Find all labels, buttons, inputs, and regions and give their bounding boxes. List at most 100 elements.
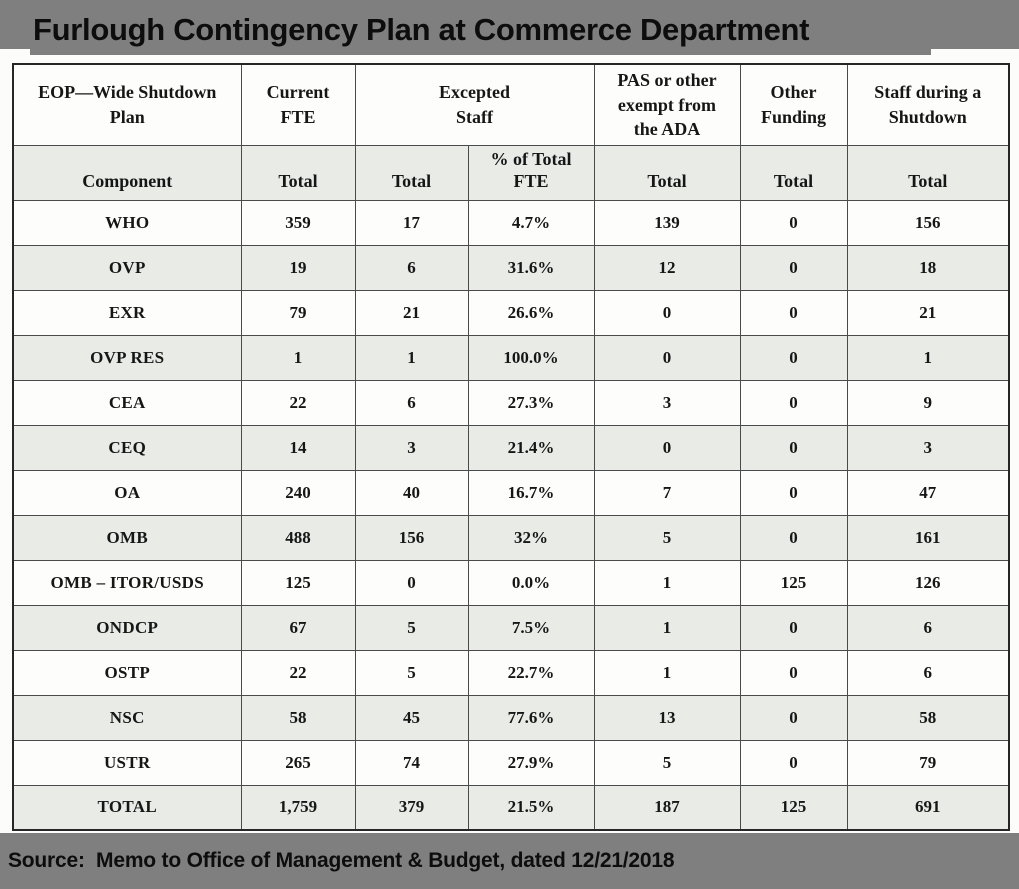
table-row-ostp: OSTP 22 5 22.7% 1 0 6 [12,649,1010,696]
component-cell: ONDCP [12,604,242,651]
value-cell-col-3: 7.5% [467,604,595,651]
value-cell-col-5: 125 [739,784,848,831]
header-pas-or-other-exempt-from-the-ada: PAS or other exempt from the ADA [593,63,741,146]
subheader-col-1-total: Total [240,144,356,201]
table-row-ondcp: ONDCP 67 5 7.5% 1 0 6 [12,604,1010,651]
header-current-fte: Current FTE [240,63,356,146]
table-row-ustr: USTR 265 74 27.9% 5 0 79 [12,739,1010,786]
header-row-totals: Component Total Total% of Total FTE Total To… [12,144,1010,201]
table-row-exr: EXR 79 21 26.6% 0 0 21 [12,289,1010,336]
value-cell-col-4: 0 [593,334,741,381]
value-cell-col-3: 22.7% [467,649,595,696]
value-cell-col-1: 125 [240,559,356,606]
table-row-omb-itor-usds: OMB – ITOR/USDS 125 0 0.0% 1 125 126 [12,559,1010,606]
value-cell-col-4: 5 [593,739,741,786]
value-cell-col-2: 17 [354,199,469,246]
value-cell-col-3: 77.6% [467,694,595,741]
source-text: Source: Memo to Office of Management & B… [8,849,675,872]
value-cell-col-4: 3 [593,379,741,426]
table-row-ovp: OVP 19 6 31.6% 12 0 18 [12,244,1010,291]
table-head: EOP—Wide Shutdown Plan Current FTE Excepte… [12,63,1010,201]
table-row-oa: OA 240 40 16.7% 7 0 47 [12,469,1010,516]
table-row-total: TOTAL 1,759 379 21.5% 187 125 691 [12,784,1010,831]
value-cell-col-5: 125 [739,559,848,606]
component-cell: OVP [12,244,242,291]
value-cell-col-2: 3 [354,424,469,471]
value-cell-col-2: 74 [354,739,469,786]
table-row-nsc: NSC 58 45 77.6% 13 0 58 [12,694,1010,741]
value-cell-col-5: 0 [739,739,848,786]
value-cell-col-4: 0 [593,424,741,471]
value-cell-col-2: 0 [354,559,469,606]
value-cell-col-4: 187 [593,784,741,831]
table-row-ceq: CEQ 14 3 21.4% 0 0 3 [12,424,1010,471]
value-cell-col-4: 13 [593,694,741,741]
value-cell-col-2: 5 [354,649,469,696]
component-cell: CEA [12,379,242,426]
value-cell-col-3: 27.3% [467,379,595,426]
table-row-omb: OMB 488 156 32% 5 0 161 [12,514,1010,561]
value-cell-col-3: 27.9% [467,739,595,786]
title-banner: Furlough Contingency Plan at Commerce De… [0,0,1019,55]
value-cell-col-2: 6 [354,244,469,291]
value-cell-col-2: 45 [354,694,469,741]
value-cell-col-3: 4.7% [467,199,595,246]
value-cell-col-2: 5 [354,604,469,651]
header-eop-wide-shutdown-plan: EOP—Wide Shutdown Plan [12,63,242,146]
value-cell-col-5: 0 [739,694,848,741]
value-cell-col-4: 139 [593,199,741,246]
value-cell-col-2: 1 [354,334,469,381]
value-cell-col-3: 0.0% [467,559,595,606]
component-cell: CEQ [12,424,242,471]
component-cell: OSTP [12,649,242,696]
value-cell-col-5: 0 [739,469,848,516]
value-cell-col-3: 26.6% [467,289,595,336]
value-cell-col-5: 0 [739,289,848,336]
subheader-col-2-total: Total [354,144,469,201]
component-cell: USTR [12,739,242,786]
component-cell: TOTAL [12,784,242,831]
value-cell-col-4: 7 [593,469,741,516]
value-cell-col-1: 22 [240,649,356,696]
value-cell-col-6: 6 [846,604,1010,651]
value-cell-col-6: 3 [846,424,1010,471]
value-cell-col-1: 14 [240,424,356,471]
value-cell-col-1: 240 [240,469,356,516]
value-cell-col-5: 0 [739,199,848,246]
table-row-ovp-res: OVP RES 1 1 100.0% 0 0 1 [12,334,1010,381]
subheader-col-0-component: Component [12,144,242,201]
subheader-col-3-of-total-fte: % of Total FTE [467,144,595,201]
header-excepted-staff: Excepted Staff [354,63,595,146]
table-body: WHO 359 17 4.7% 139 0 156 OVP 19 6 31.6% 12 0 18 EXR 79… [12,199,1010,831]
value-cell-col-1: 58 [240,694,356,741]
value-cell-col-4: 1 [593,649,741,696]
component-cell: NSC [12,694,242,741]
value-cell-col-3: 16.7% [467,469,595,516]
value-cell-col-6: 1 [846,334,1010,381]
value-cell-col-4: 0 [593,289,741,336]
table-container: EOP—Wide Shutdown Plan Current FTE Excepte… [12,63,1010,831]
subheader-col-5-total: Total [739,144,848,201]
source-bar: Source: Memo to Office of Management & B… [0,833,1019,889]
value-cell-col-5: 0 [739,424,848,471]
value-cell-col-1: 19 [240,244,356,291]
subheader-col-6-total: Total [846,144,1010,201]
value-cell-col-1: 67 [240,604,356,651]
header-staff-during-a-shutdown: Staff during a Shutdown [846,63,1010,146]
value-cell-col-2: 6 [354,379,469,426]
value-cell-col-6: 691 [846,784,1010,831]
value-cell-col-6: 156 [846,199,1010,246]
value-cell-col-4: 5 [593,514,741,561]
value-cell-col-3: 100.0% [467,334,595,381]
header-row-groups: EOP—Wide Shutdown Plan Current FTE Excepte… [12,63,1010,146]
value-cell-col-6: 161 [846,514,1010,561]
value-cell-col-3: 31.6% [467,244,595,291]
value-cell-col-5: 0 [739,244,848,291]
component-cell: OVP RES [12,334,242,381]
value-cell-col-1: 359 [240,199,356,246]
value-cell-col-3: 32% [467,514,595,561]
value-cell-col-1: 265 [240,739,356,786]
value-cell-col-6: 47 [846,469,1010,516]
value-cell-col-2: 40 [354,469,469,516]
